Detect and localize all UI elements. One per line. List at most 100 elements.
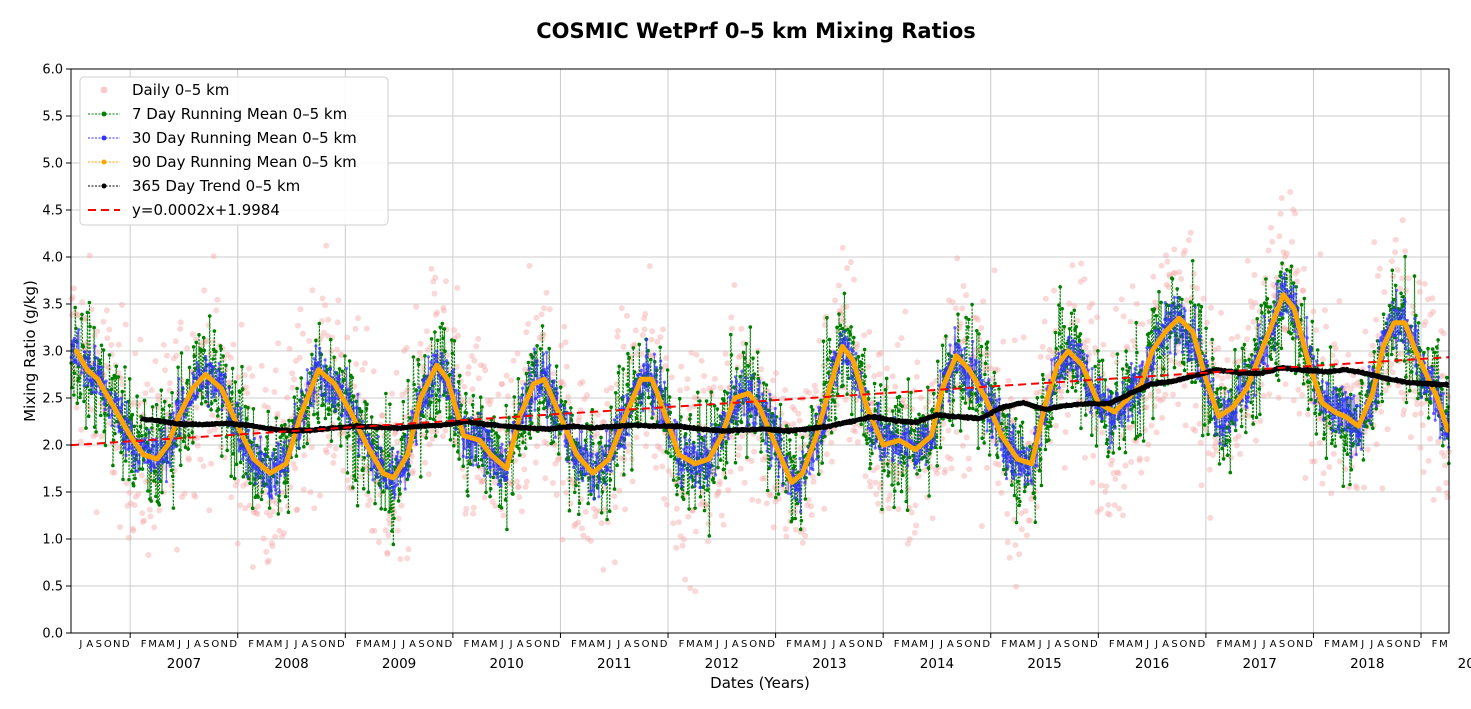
- series-7day-point: [1057, 303, 1061, 307]
- daily-point: [773, 370, 780, 377]
- series-7day-point: [233, 380, 238, 384]
- daily-point: [104, 335, 111, 342]
- daily-point: [963, 292, 970, 299]
- series-30day-point: [235, 401, 239, 405]
- daily-point: [126, 489, 133, 496]
- series-30day-point: [116, 425, 120, 429]
- daily-point: [465, 364, 472, 370]
- daily-point: [210, 253, 217, 260]
- series-7day-point: [614, 391, 618, 395]
- series-30day-point: [129, 424, 134, 428]
- series-30day-point: [149, 447, 153, 451]
- series-7day-point: [1054, 346, 1058, 351]
- daily-point: [189, 331, 196, 338]
- daily-point: [945, 427, 952, 434]
- series-30day-point: [142, 460, 146, 464]
- daily-point: [682, 576, 689, 583]
- series-7day-point: [809, 404, 814, 409]
- daily-point: [1420, 469, 1427, 476]
- series-7day-point: [434, 393, 439, 398]
- daily-point: [100, 318, 107, 325]
- daily-point: [1099, 429, 1106, 436]
- series-7day-point: [609, 405, 613, 410]
- series-7day-point: [1115, 352, 1120, 356]
- series-7day-point: [842, 291, 847, 296]
- series-7day-point: [556, 452, 561, 456]
- daily-point: [74, 311, 81, 318]
- daily-point: [877, 350, 884, 356]
- daily-point: [567, 500, 574, 507]
- daily-point: [123, 480, 130, 487]
- series-7day-point: [884, 376, 889, 381]
- daily-point: [1328, 490, 1335, 497]
- series-7day-point: [649, 357, 653, 362]
- daily-point: [842, 396, 849, 403]
- series-7day-point: [1048, 420, 1052, 425]
- series-7day-point: [1041, 377, 1046, 382]
- series-30day-point: [168, 461, 172, 465]
- series-7day-point: [849, 325, 853, 329]
- series-7day-point: [384, 391, 388, 396]
- series-7day-point: [216, 407, 221, 412]
- daily-point: [1376, 265, 1383, 272]
- series-7day-point: [1412, 274, 1417, 278]
- series-7day-point: [751, 356, 755, 361]
- daily-point: [395, 515, 402, 522]
- daily-point: [1120, 313, 1127, 320]
- daily-point: [250, 509, 257, 516]
- series-7day-point: [1285, 268, 1289, 272]
- daily-point: [108, 341, 115, 348]
- series-7day-point: [425, 429, 429, 434]
- daily-point: [319, 295, 326, 302]
- series-30day-point: [333, 396, 337, 400]
- daily-point: [902, 308, 909, 315]
- series-7day-point: [207, 314, 212, 318]
- series-30day-point: [261, 483, 265, 488]
- series-7day-point: [458, 373, 462, 378]
- series-7day-point: [386, 453, 391, 458]
- daily-point: [510, 357, 517, 364]
- daily-point: [1012, 542, 1019, 549]
- series-7day-point: [179, 463, 183, 468]
- series-7day-point: [183, 435, 187, 439]
- series-7day-point: [1037, 468, 1042, 473]
- series-7day-point: [1313, 411, 1317, 416]
- series-30day-point: [131, 464, 135, 468]
- daily-point: [194, 442, 201, 449]
- series-7day-point: [1060, 307, 1064, 311]
- daily-point: [735, 452, 742, 459]
- series-7day-point: [820, 461, 824, 465]
- series-7day-point: [1389, 352, 1394, 357]
- series-30day-point: [351, 400, 355, 404]
- series-7day-point: [625, 382, 629, 387]
- series-7day-point: [1278, 270, 1283, 275]
- series-7day-point: [784, 424, 789, 428]
- daily-point: [1354, 485, 1361, 492]
- daily-point: [393, 369, 400, 376]
- series-7day-point: [265, 435, 269, 439]
- daily-point: [854, 341, 861, 348]
- daily-point: [768, 492, 775, 499]
- series-7day-point: [687, 507, 691, 511]
- series-30day-point: [462, 447, 466, 451]
- series-7day-point: [679, 415, 683, 419]
- series-30day-point: [393, 492, 397, 497]
- series-7day-point: [248, 481, 252, 486]
- daily-point: [790, 421, 797, 427]
- series-7day-point: [978, 403, 982, 408]
- series-7day-point: [969, 400, 973, 404]
- series-7day-point: [251, 407, 256, 411]
- daily-point: [146, 506, 153, 513]
- daily-point: [559, 536, 566, 543]
- daily-point: [1397, 350, 1404, 357]
- daily-point: [1381, 289, 1388, 296]
- series-7day-point: [170, 391, 174, 395]
- daily-point: [398, 502, 405, 509]
- daily-point: [594, 430, 601, 437]
- series-7day-point: [1414, 313, 1418, 318]
- series-7day-point: [1314, 432, 1319, 436]
- series-7day-point: [305, 441, 310, 446]
- series-7day-point: [958, 429, 963, 433]
- series-7day-point: [1274, 373, 1279, 378]
- daily-point: [646, 263, 653, 270]
